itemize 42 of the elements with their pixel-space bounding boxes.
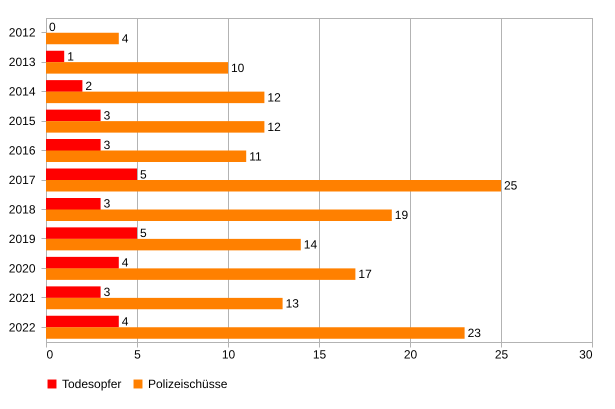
y-tick-label: 2021 [8, 290, 36, 305]
data-label: 14 [304, 238, 318, 252]
x-tick-label: 15 [312, 348, 326, 362]
y-tick-label: 2017 [8, 173, 36, 187]
data-label: 4 [122, 256, 129, 270]
y-tick-label: 2020 [8, 261, 36, 276]
data-label: 3 [104, 108, 111, 122]
data-label: 2 [85, 78, 92, 93]
x-tick-label: 0 [46, 348, 54, 362]
x-tick-label: 30 [579, 348, 593, 362]
x-tick-label: 10 [222, 348, 236, 362]
y-tick-label: 2019 [8, 232, 36, 246]
data-label: 10 [231, 60, 245, 75]
y-tick-label: 2015 [8, 114, 36, 128]
x-tick-label: 5 [134, 348, 142, 362]
data-label: 11 [249, 149, 262, 164]
legend-label: Polizeischüsse [148, 377, 228, 391]
y-tick-label: 2012 [8, 26, 36, 40]
data-label: 5 [140, 167, 147, 182]
data-label: 3 [104, 138, 111, 152]
data-label: 3 [104, 196, 111, 211]
y-tick-label: 2022 [8, 320, 36, 334]
x-tick-label: 20 [404, 348, 418, 362]
data-label: 13 [286, 296, 300, 311]
y-tick-label: 2018 [8, 202, 36, 216]
data-label: 0 [49, 20, 56, 34]
y-tick-label: 2013 [8, 55, 36, 70]
data-label: 23 [468, 326, 482, 340]
data-label: 4 [122, 314, 129, 329]
data-label: 12 [267, 120, 282, 134]
x-tick-label: 25 [494, 348, 508, 362]
data-label: 25 [504, 178, 518, 193]
legend-label: Todesopfer [62, 377, 122, 391]
data-label: 19 [394, 208, 408, 222]
data-label: 4 [122, 31, 129, 46]
data-label: 17 [358, 267, 372, 282]
y-tick-label: 2014 [8, 84, 36, 99]
y-tick-label: 2016 [8, 144, 36, 158]
data-label: 3 [104, 285, 111, 300]
data-label: 1 [67, 49, 74, 64]
data-label: 5 [140, 226, 147, 240]
data-label: 12 [267, 90, 282, 104]
